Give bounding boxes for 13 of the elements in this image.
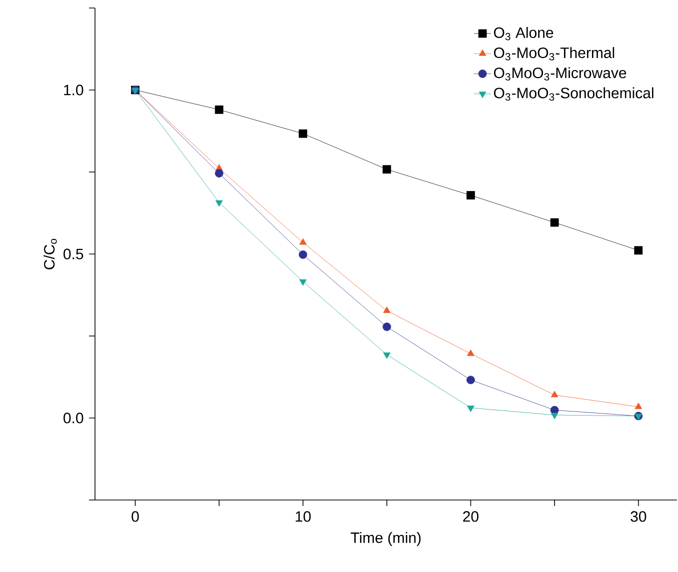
x-axis-title: Time (min) (350, 532, 421, 546)
y-tick-label: 1.0 (64, 84, 84, 96)
legend-label: O$_{3}$MoO$_{3}$-Microwave (494, 67, 626, 81)
x-tick-label: 0 (132, 511, 139, 522)
legend-label: O$_{3}$ Alone (494, 26, 554, 40)
legend-label: O$_{3}$-MoO$_{3}$-Thermal (494, 47, 614, 60)
x-tick-label: 30 (630, 511, 646, 522)
legend-label: O$_{3}$-MoO$_{3}$-Sonochemical (494, 87, 654, 101)
y-tick-label: 0.5 (64, 248, 84, 260)
x-tick-label: 20 (463, 511, 478, 522)
x-tick-label: 10 (296, 511, 311, 522)
y-tick-label: 0.0 (64, 412, 84, 424)
y-axis-title: C/C$_{o}$ (44, 238, 57, 270)
